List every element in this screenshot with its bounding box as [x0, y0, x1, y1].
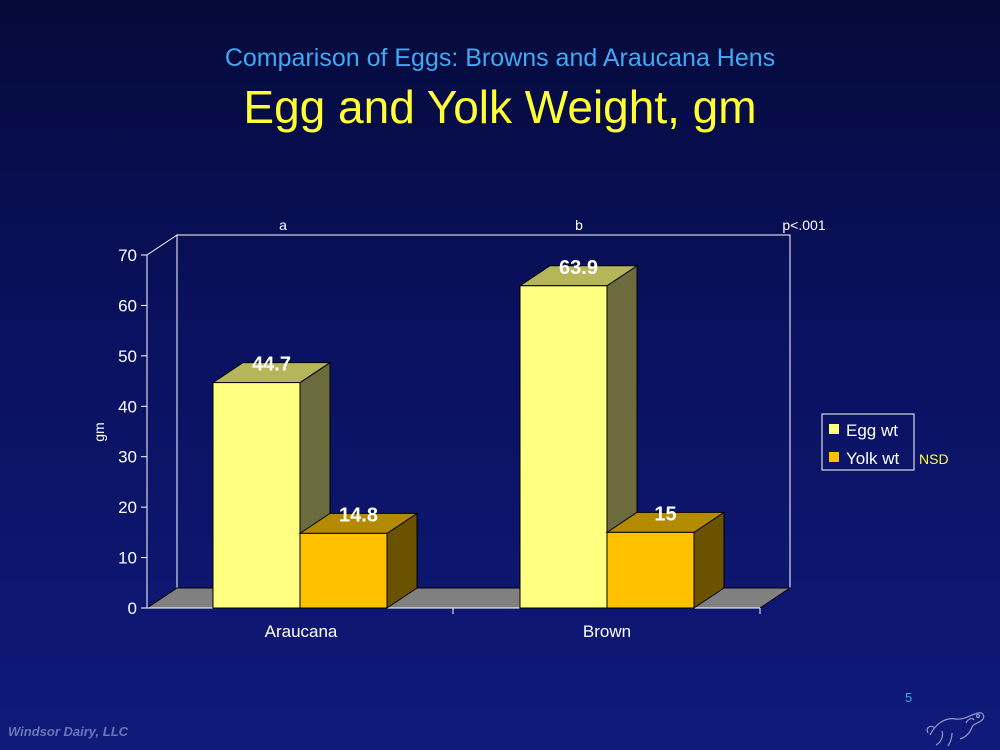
- slide-subtitle: Comparison of Eggs: Browns and Araucana …: [224, 44, 776, 72]
- legend-swatch-egg-wt: [829, 424, 839, 434]
- cow-logo-icon: [926, 712, 985, 747]
- legend-label-yolk-wt: Yolk wt: [846, 449, 900, 468]
- y-tick-label: 20: [118, 498, 137, 517]
- y-tick-label: 50: [118, 347, 137, 366]
- legend-label-egg-wt: Egg wt: [846, 421, 898, 440]
- significance-label-a: a: [279, 217, 287, 233]
- chart-left-wall: [146, 234, 178, 588]
- significance-label-b: b: [575, 217, 583, 233]
- y-tick-label: 40: [118, 397, 137, 416]
- data-label-araucana-egg-wt: 44.7: [252, 354, 291, 376]
- y-tick-label: 70: [118, 246, 137, 265]
- bar-brown-egg-wt: [519, 285, 608, 609]
- bar-araucana-yolk-wt: [299, 532, 388, 609]
- page-number: 5: [905, 690, 913, 705]
- x-tick-label-araucana: Araucana: [265, 622, 338, 641]
- p-value-label: p<.001: [782, 217, 825, 233]
- x-tick-label-brown: Brown: [583, 622, 631, 641]
- slide-title: Egg and Yolk Weight, gm: [243, 81, 757, 133]
- footer-company: Windsor Dairy, LLC: [8, 724, 129, 739]
- legend-box: [821, 413, 915, 471]
- bar-brown-yolk-wt: [606, 531, 695, 609]
- data-label-araucana-yolk-wt: 14.8: [339, 504, 378, 526]
- nsd-note: NSD: [919, 451, 949, 467]
- y-tick-label: 0: [128, 599, 137, 618]
- y-tick-label: 60: [118, 296, 137, 315]
- chart-legend: Egg wt Yolk wt: [821, 413, 915, 471]
- y-axis-label: gm: [91, 422, 107, 441]
- data-label-brown-egg-wt: 63.9: [559, 257, 598, 279]
- y-tick-label: 30: [118, 448, 137, 467]
- y-tick-label: 10: [118, 549, 137, 568]
- bar-araucana-egg-wt: [212, 382, 301, 609]
- data-label-brown-yolk-wt: 15: [654, 503, 676, 525]
- legend-swatch-yolk-wt: [829, 452, 839, 462]
